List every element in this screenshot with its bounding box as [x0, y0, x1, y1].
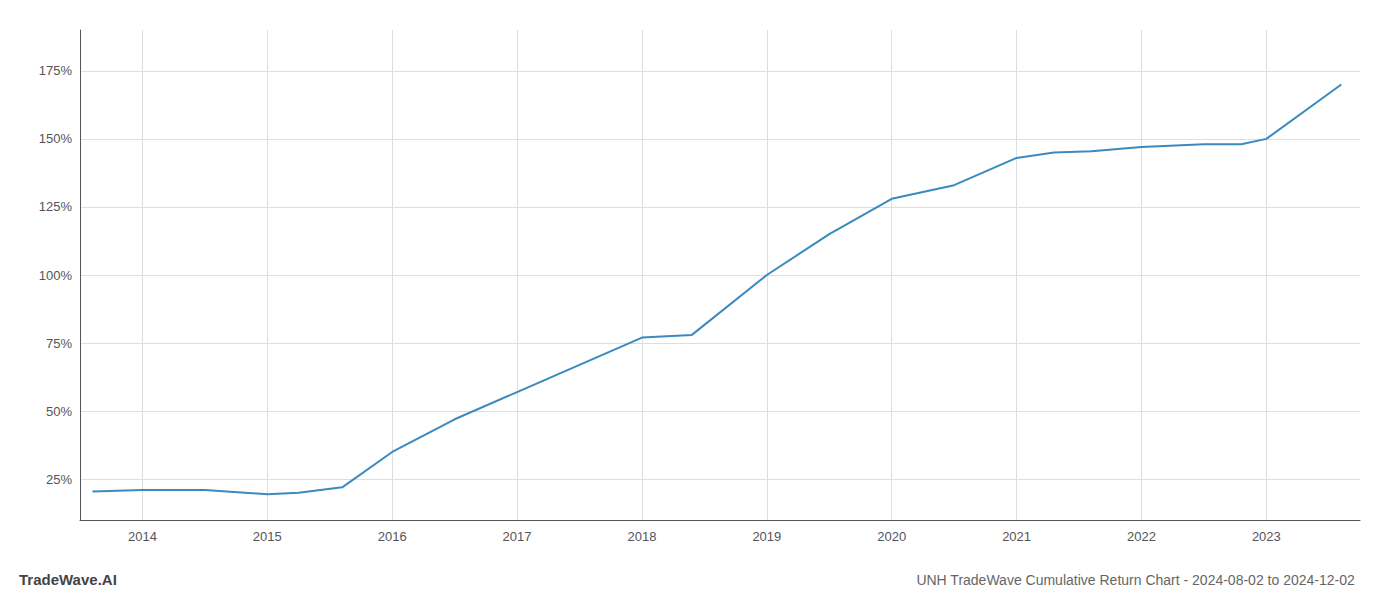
svg-text:2021: 2021 — [1002, 529, 1031, 544]
svg-text:50%: 50% — [46, 404, 72, 419]
svg-text:TradeWave.AI: TradeWave.AI — [19, 571, 117, 588]
svg-text:150%: 150% — [39, 131, 73, 146]
svg-text:2017: 2017 — [503, 529, 532, 544]
svg-text:100%: 100% — [39, 268, 73, 283]
svg-text:2014: 2014 — [128, 529, 157, 544]
svg-text:2022: 2022 — [1127, 529, 1156, 544]
svg-text:25%: 25% — [46, 472, 72, 487]
svg-text:2016: 2016 — [378, 529, 407, 544]
svg-text:125%: 125% — [39, 199, 73, 214]
svg-text:2019: 2019 — [752, 529, 781, 544]
svg-text:2023: 2023 — [1252, 529, 1281, 544]
svg-text:2015: 2015 — [253, 529, 282, 544]
svg-text:175%: 175% — [39, 63, 73, 78]
svg-text:2018: 2018 — [627, 529, 656, 544]
svg-text:2020: 2020 — [877, 529, 906, 544]
svg-text:UNH TradeWave Cumulative Retur: UNH TradeWave Cumulative Return Chart - … — [916, 572, 1355, 588]
svg-text:75%: 75% — [46, 336, 72, 351]
